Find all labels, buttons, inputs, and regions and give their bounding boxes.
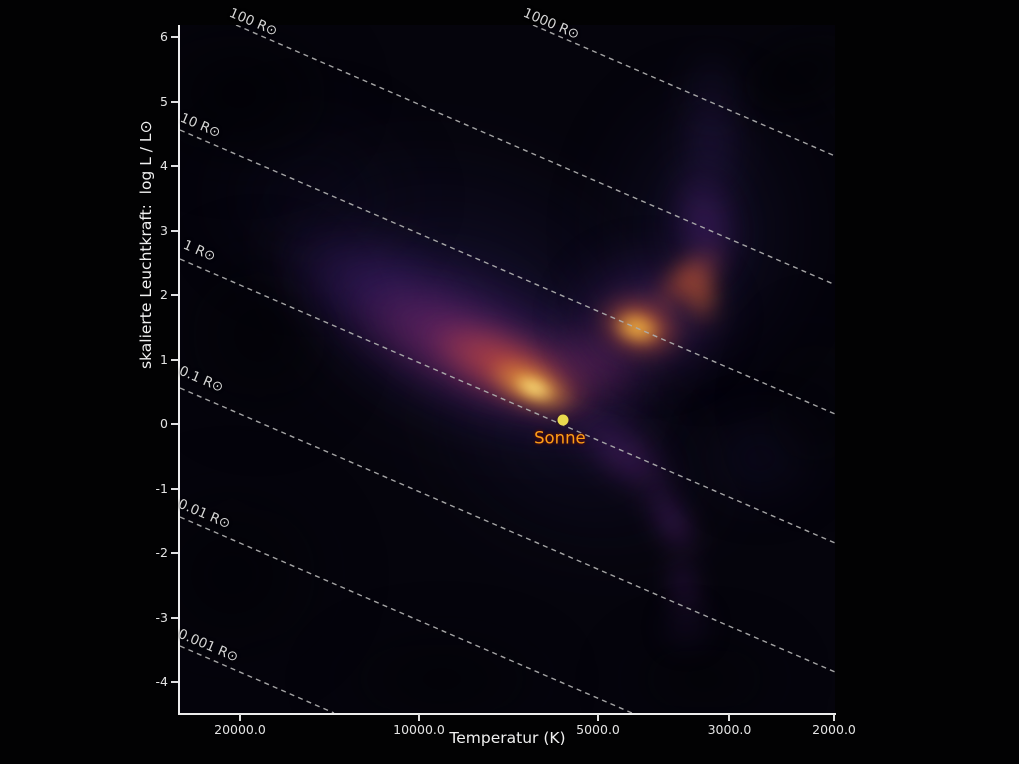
y-tick-label: 0 — [160, 415, 168, 431]
x-tick — [238, 714, 241, 721]
y-tick-label: -2 — [155, 544, 168, 560]
y-tick — [171, 293, 178, 296]
x-axis-spine — [178, 713, 836, 715]
y-tick — [171, 358, 178, 361]
sun-marker — [557, 414, 569, 426]
y-tick-label: 1 — [160, 351, 168, 367]
y-tick — [171, 680, 178, 683]
plot-area: Sonne — [180, 25, 835, 713]
y-tick-label: 4 — [160, 157, 168, 173]
x-tick — [833, 714, 836, 721]
y-axis-spine — [178, 25, 180, 713]
y-tick-label: -3 — [155, 609, 168, 625]
x-tick — [728, 714, 731, 721]
y-tick — [171, 551, 178, 554]
x-tick-label: 5000.0 — [576, 722, 620, 737]
x-tick — [597, 714, 600, 721]
y-tick — [171, 487, 178, 490]
x-tick-label: 10000.0 — [393, 722, 445, 737]
x-tick-label: 20000.0 — [214, 722, 266, 737]
y-tick — [171, 616, 178, 619]
y-tick-label: 6 — [160, 28, 168, 44]
y-tick — [171, 422, 178, 425]
y-tick-label: 5 — [160, 93, 168, 109]
y-tick-label: 3 — [160, 222, 168, 238]
y-tick — [171, 164, 178, 167]
y-tick-label: -1 — [155, 480, 168, 496]
x-tick-label: 3000.0 — [707, 722, 752, 737]
sun-label: Sonne — [534, 428, 586, 448]
x-tick-label: 2000.0 — [812, 722, 856, 737]
x-tick — [418, 714, 420, 721]
density-blob — [653, 597, 719, 657]
y-tick — [171, 229, 178, 232]
y-tick — [171, 100, 178, 103]
y-tick-label: 2 — [160, 286, 168, 302]
y-tick — [171, 35, 178, 38]
y-tick-label: -4 — [155, 673, 168, 689]
x-axis-title: Temperatur (K) — [449, 729, 566, 747]
